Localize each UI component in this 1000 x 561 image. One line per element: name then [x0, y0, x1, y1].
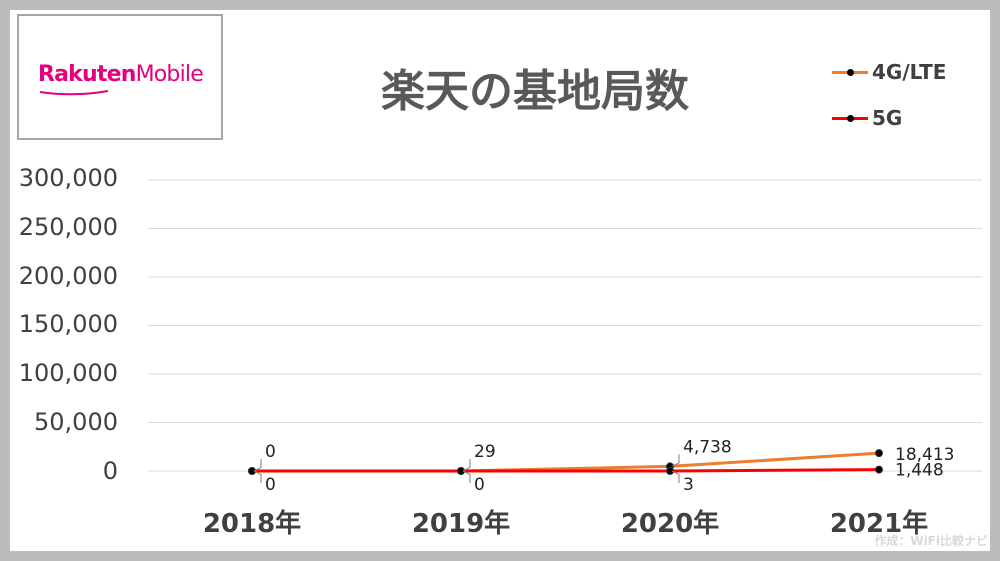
data-point-4g-lte: [875, 449, 883, 458]
data-label-5g: 1,448: [895, 461, 944, 481]
data-label-4g-lte: 0: [265, 442, 276, 462]
legend-item-5g: 5G: [832, 106, 902, 130]
y-tick-label: 100,000: [18, 359, 118, 387]
x-tick-label: 2018年: [202, 509, 302, 539]
y-tick-label: 200,000: [18, 262, 118, 290]
data-label-5g: 3: [683, 475, 694, 495]
series-line-4g-lte: [251, 451, 880, 473]
series-line-5g: [252, 468, 880, 473]
label-leader-4g-lte: [462, 458, 471, 472]
label-leader-5g: [253, 470, 262, 483]
x-tick-label: 2020年: [620, 509, 720, 539]
y-tick-label: 300,000: [18, 164, 118, 192]
legend-swatch-5g: [832, 110, 868, 126]
logo-swoosh: [39, 90, 109, 96]
label-leader-5g: [671, 470, 680, 483]
y-tick-label: 150,000: [18, 310, 118, 338]
data-label-4g-lte: 18,413: [895, 445, 954, 465]
label-leader-4g-lte: [253, 459, 262, 472]
label-leader-5g: [462, 470, 471, 483]
data-point-5g: [666, 466, 674, 475]
x-tick-label: 2021年: [829, 509, 929, 539]
data-point-5g: [875, 465, 883, 474]
legend-swatch-4g-lte: [832, 64, 868, 80]
data-label-5g: 0: [474, 475, 485, 495]
data-point-5g: [457, 467, 465, 475]
x-tick-label: 2019年: [411, 509, 511, 539]
label-leader-4g-lte: [671, 454, 680, 467]
data-label-4g-lte: 29: [474, 442, 496, 462]
y-tick-label: 250,000: [18, 213, 118, 241]
legend-marker-4g-lte: [847, 69, 854, 76]
chart-title: 楽天の基地局数: [381, 66, 689, 117]
data-label-4g-lte: 4,738: [683, 437, 732, 457]
legend-label-4g-lte: 4G/LTE: [872, 60, 947, 84]
logo-word-mobile: Mobile: [135, 62, 204, 87]
logo-word-rakuten: Rakuten: [38, 62, 136, 87]
legend-marker-5g: [847, 115, 854, 122]
y-tick-label: 0: [102, 457, 118, 485]
legend-item-4g-lte: 4G/LTE: [832, 60, 946, 84]
legend-label-5g: 5G: [872, 106, 903, 130]
credit-text: 作成：WiFi比較ナビ: [874, 534, 988, 548]
y-tick-label: 50,000: [34, 408, 118, 436]
data-label-5g: 0: [265, 475, 276, 495]
data-point-5g: [248, 467, 256, 475]
brand-logo: RakutenMobile: [38, 62, 204, 87]
logo-box: RakutenMobile: [17, 14, 223, 140]
